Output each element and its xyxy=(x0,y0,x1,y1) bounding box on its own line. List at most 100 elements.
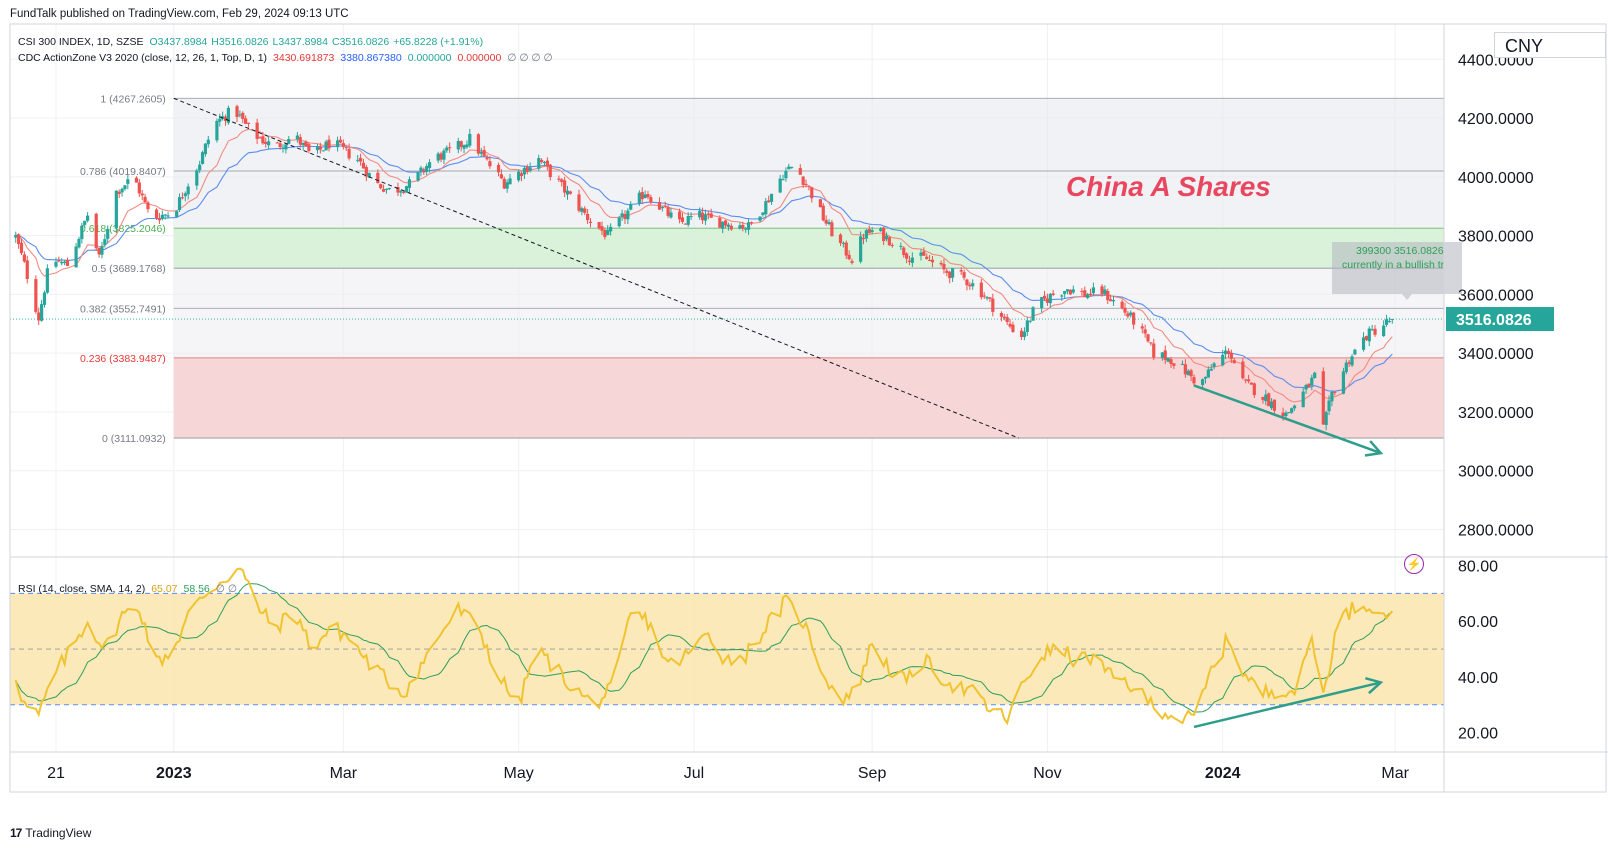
symbol-legend[interactable]: CSI 300 INDEX, 1D, SZSE O3437.8984 H3516.0… xyxy=(18,36,489,48)
candle xyxy=(468,128,472,148)
candle-body xyxy=(1327,400,1331,412)
candle xyxy=(57,256,61,263)
candle xyxy=(1390,318,1394,324)
indicator-legend[interactable]: CDC ActionZone V3 2020 (close, 12, 26, 1… xyxy=(18,52,559,64)
fib-zone-middle xyxy=(173,268,1445,358)
candle xyxy=(683,223,687,225)
candle xyxy=(1382,320,1386,337)
candle-body xyxy=(336,140,340,148)
lightning-icon[interactable]: ⚡ xyxy=(1404,554,1424,574)
candle xyxy=(919,249,923,261)
candle-body xyxy=(14,234,18,238)
candle-body xyxy=(1269,401,1274,409)
candle xyxy=(34,275,38,314)
candle xyxy=(884,232,889,242)
footer-brand[interactable]: 17 TradingView xyxy=(10,826,91,840)
candle-body xyxy=(1028,320,1032,322)
time-tick-label-8: Mar xyxy=(1381,765,1409,782)
candle-body xyxy=(540,159,544,162)
candle xyxy=(126,175,130,190)
candle xyxy=(560,178,564,187)
candle xyxy=(275,141,279,144)
candle xyxy=(281,144,285,153)
candle xyxy=(83,220,87,228)
candle xyxy=(347,143,351,161)
candle-body xyxy=(1301,391,1305,408)
candle xyxy=(327,135,331,152)
candle xyxy=(160,210,164,221)
candle xyxy=(1045,293,1050,306)
candle xyxy=(1223,346,1228,360)
candle xyxy=(922,247,926,257)
candle-body xyxy=(1387,321,1391,323)
ohlc-high: H3516.0826 xyxy=(211,36,269,48)
candle-body xyxy=(40,304,44,321)
candle xyxy=(1284,410,1288,419)
candle xyxy=(261,132,265,145)
candle xyxy=(1324,410,1328,431)
candle-body xyxy=(505,182,509,189)
candle xyxy=(502,176,506,190)
rsi-name[interactable]: RSI (14, close, SMA, 14, 2) xyxy=(18,583,146,595)
candle-body xyxy=(1292,405,1297,409)
candle-body xyxy=(324,141,328,151)
candle-body xyxy=(367,173,371,178)
fib-label-3: 0.5 (3689.1768) xyxy=(92,263,166,275)
candle-body xyxy=(448,147,452,149)
last-price-label: 3516.0826 xyxy=(1456,312,1532,329)
price-tick-label-7: 3000.0000 xyxy=(1458,464,1534,481)
candle xyxy=(1169,356,1173,369)
candle-body xyxy=(215,120,219,141)
candle-body xyxy=(850,261,854,263)
candle xyxy=(1226,348,1231,358)
candle-body xyxy=(542,161,547,164)
candle xyxy=(1123,302,1127,316)
candle xyxy=(186,183,190,200)
candle xyxy=(60,258,64,266)
candle-body xyxy=(1169,359,1173,364)
candle-body xyxy=(781,179,785,181)
published-header: FundTalk published on TradingView.com, F… xyxy=(10,8,349,20)
candle-body xyxy=(106,228,110,239)
candle xyxy=(1068,289,1073,296)
candle-body xyxy=(965,279,969,286)
symbol-name[interactable]: CSI 300 INDEX, 1D, SZSE xyxy=(18,36,144,48)
candle-body xyxy=(203,143,208,155)
candle xyxy=(74,242,78,268)
candle-body xyxy=(120,188,124,193)
candle-body xyxy=(235,106,239,118)
candle-body xyxy=(1040,297,1044,308)
candle xyxy=(63,259,67,266)
candle-body xyxy=(126,179,130,184)
candle-body xyxy=(57,260,61,262)
candle-body xyxy=(1045,298,1050,303)
candle-body xyxy=(34,279,38,312)
candle xyxy=(640,187,644,205)
candle xyxy=(255,118,259,144)
candle xyxy=(163,213,167,220)
candles xyxy=(14,104,1394,431)
candle xyxy=(1344,359,1348,375)
candle-body xyxy=(465,144,469,148)
candle-body xyxy=(154,209,159,219)
candle xyxy=(1071,285,1075,294)
candle-body xyxy=(341,143,345,147)
candle-body xyxy=(666,206,670,216)
candle-body xyxy=(137,182,141,194)
candle-body xyxy=(646,194,650,198)
candle-body xyxy=(723,220,728,226)
candle-body xyxy=(1065,289,1070,292)
candle-body xyxy=(962,272,966,278)
candle xyxy=(830,219,834,237)
rsi-legend[interactable]: RSI (14, close, SMA, 14, 2) 65.07 58.56 ∅ ∅ xyxy=(18,583,243,595)
candle-body xyxy=(1264,394,1268,402)
candle xyxy=(1221,349,1225,367)
candle-body xyxy=(508,178,512,185)
indicator-name[interactable]: CDC ActionZone V3 2020 (close, 12, 26, 1… xyxy=(18,52,268,64)
candle-body xyxy=(1051,293,1055,295)
candle-body xyxy=(801,176,805,185)
currency-selector[interactable]: CNY xyxy=(1494,32,1606,58)
candle-body xyxy=(502,178,506,189)
candle xyxy=(123,185,127,191)
